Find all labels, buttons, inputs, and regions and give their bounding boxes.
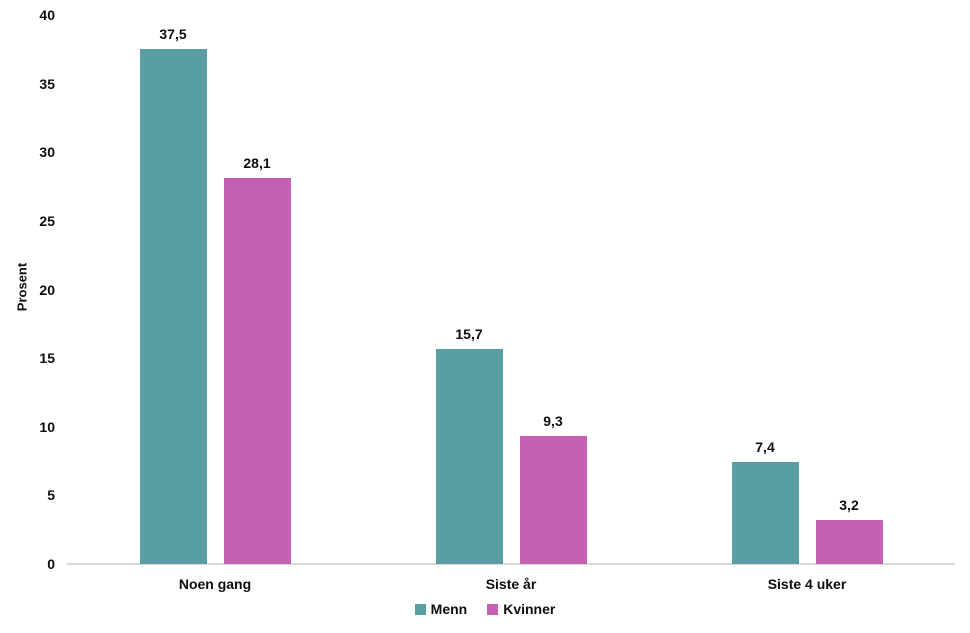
y-tick-label: 40 [39, 7, 55, 23]
y-tick-label: 35 [39, 75, 55, 92]
bar-menn-2 [731, 462, 799, 564]
bar-menn-1 [435, 348, 503, 564]
y-tick-label: 15 [39, 350, 55, 367]
legend: Menn Kvinner [0, 601, 970, 617]
y-tick-label: 0 [47, 556, 55, 572]
bar-kvinner-0 [223, 178, 291, 564]
legend-label: Menn [430, 601, 468, 617]
bar-value-label: 28,1 [243, 155, 271, 172]
y-tick-label: 5 [47, 487, 55, 504]
legend-swatch-icon [414, 603, 426, 615]
bar-value-label: 9,3 [543, 413, 563, 430]
bar-value-label: 15,7 [455, 325, 483, 342]
bar-value-label: 7,4 [755, 439, 775, 456]
category-label: Noen gang [178, 576, 252, 592]
bar-value-label: 37,5 [159, 26, 187, 43]
legend-item-kvinner: Kvinner [487, 601, 555, 617]
legend-item-menn: Menn [414, 601, 468, 617]
y-tick-label: 20 [39, 281, 55, 298]
legend-swatch-icon [487, 603, 499, 615]
bar-kvinner-1 [519, 436, 587, 564]
category-label: Siste 4 uker [767, 576, 847, 592]
y-tick-label: 30 [39, 144, 55, 161]
y-tick-label: 10 [39, 418, 55, 435]
y-tick-label: 25 [39, 212, 55, 229]
bar-menn-0 [139, 49, 207, 564]
x-axis-line [67, 563, 955, 565]
category-label: Siste år [485, 576, 537, 592]
legend-label: Kvinner [503, 601, 556, 617]
bar-kvinner-2 [815, 520, 883, 564]
bar-value-label: 3,2 [839, 497, 859, 514]
